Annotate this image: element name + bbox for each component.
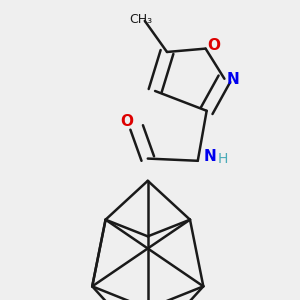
Text: CH₃: CH₃ [129,13,152,26]
Text: O: O [120,114,133,129]
Text: N: N [227,72,240,87]
Text: N: N [203,149,216,164]
Text: H: H [218,152,228,166]
Text: O: O [207,38,220,53]
